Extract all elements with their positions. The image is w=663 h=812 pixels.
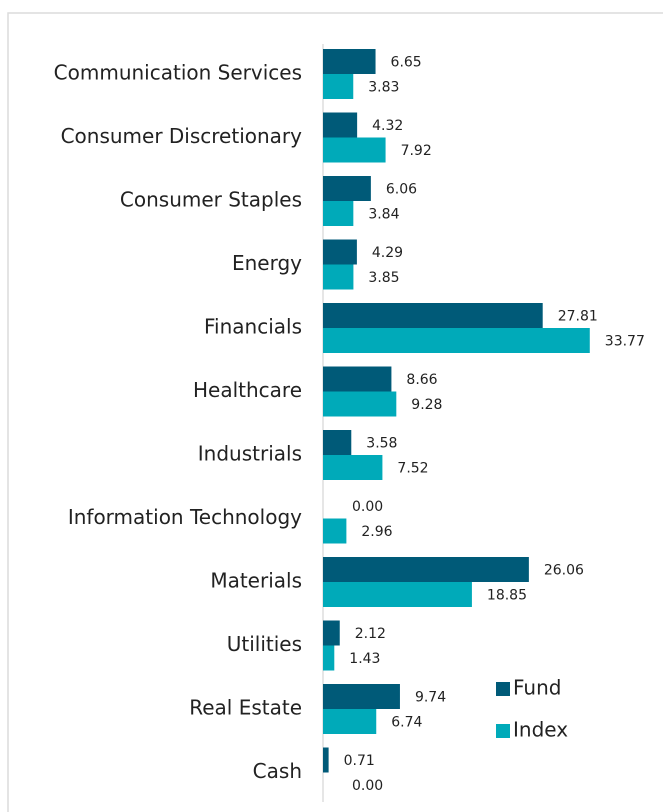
bar xyxy=(323,747,329,773)
category-label: Financials xyxy=(204,315,302,339)
category-label: Cash xyxy=(253,759,302,783)
value-label: 9.74 xyxy=(415,690,446,706)
bar xyxy=(323,391,397,417)
legend-label: Index xyxy=(513,718,568,742)
legend-swatch xyxy=(496,724,510,738)
category-label: Consumer Staples xyxy=(120,188,302,212)
value-label: 1.43 xyxy=(349,651,380,667)
bar xyxy=(323,74,354,99)
legend-label: Fund xyxy=(513,676,561,700)
bar xyxy=(323,709,377,734)
value-label: 2.12 xyxy=(355,626,386,642)
value-label: 33.77 xyxy=(605,334,645,350)
bar xyxy=(323,112,358,138)
value-label: 6.74 xyxy=(391,715,422,731)
bar xyxy=(323,201,354,226)
value-label: 0.00 xyxy=(352,499,383,515)
category-label: Real Estate xyxy=(189,696,302,720)
bar xyxy=(323,328,590,353)
value-label: 2.96 xyxy=(361,524,392,540)
bar xyxy=(323,430,352,455)
category-label: Healthcare xyxy=(193,378,302,402)
value-label: 3.58 xyxy=(366,436,397,452)
value-label: 26.06 xyxy=(544,563,584,579)
bar xyxy=(323,645,335,671)
value-label: 3.85 xyxy=(368,270,399,286)
value-label: 7.92 xyxy=(401,143,432,159)
category-label: Information Technology xyxy=(68,505,302,529)
value-label: 3.83 xyxy=(368,80,399,96)
frame xyxy=(7,12,663,812)
value-label: 4.29 xyxy=(372,245,403,261)
value-label: 18.85 xyxy=(487,588,527,604)
bar xyxy=(323,176,371,201)
bar xyxy=(323,366,392,392)
value-label: 0.00 xyxy=(352,778,383,794)
value-label: 3.84 xyxy=(368,207,399,223)
bar xyxy=(323,455,383,480)
value-label: 4.32 xyxy=(372,118,403,134)
value-label: 8.66 xyxy=(406,372,437,388)
category-label: Industrials xyxy=(198,442,302,466)
value-label: 27.81 xyxy=(558,309,598,325)
value-label: 9.28 xyxy=(411,397,442,413)
bar xyxy=(323,49,376,74)
bar xyxy=(323,137,386,163)
value-label: 6.06 xyxy=(386,182,417,198)
bar xyxy=(323,518,347,544)
bar xyxy=(323,239,357,265)
bar xyxy=(323,620,340,646)
value-label: 6.65 xyxy=(391,55,422,71)
bar xyxy=(323,684,400,709)
category-label: Materials xyxy=(210,569,302,593)
value-label: 0.71 xyxy=(344,753,375,769)
category-label: Utilities xyxy=(227,632,302,656)
bar xyxy=(323,582,472,607)
bar xyxy=(323,303,543,328)
value-label: 7.52 xyxy=(397,461,428,477)
bar xyxy=(323,557,529,582)
legend-swatch xyxy=(496,682,510,696)
bar xyxy=(323,264,354,290)
category-label: Energy xyxy=(232,251,302,275)
category-label: Consumer Discretionary xyxy=(61,124,303,148)
category-label: Communication Services xyxy=(54,61,302,85)
